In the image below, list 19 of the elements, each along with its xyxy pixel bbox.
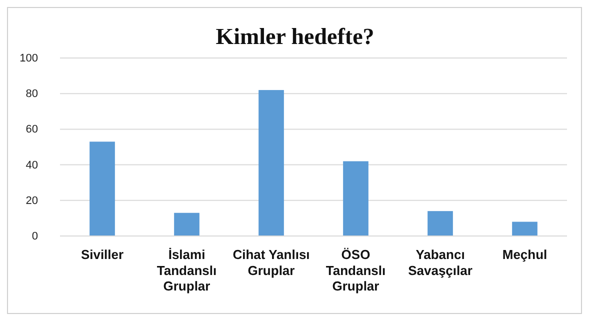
y-tick-label: 60 (26, 124, 38, 136)
x-tick-label: Meçhul (502, 247, 548, 262)
bar (512, 222, 538, 236)
x-tick-label: Yabancı Savaşçılar (408, 247, 472, 278)
x-tick-label: Cihat Yanlısı Gruplar (232, 247, 310, 278)
bar (174, 212, 200, 236)
y-tick-label: 0 (32, 230, 38, 243)
y-tick-label: 80 (26, 88, 38, 100)
bar (90, 142, 115, 236)
y-tick-label: 20 (26, 194, 38, 207)
y-tick-label: 40 (26, 159, 38, 172)
bar (428, 211, 453, 236)
chart-title: Kimler hedefte? (216, 24, 374, 49)
bar (343, 161, 368, 236)
x-tick-label: İslami Tandanslı Gruplar (156, 247, 217, 294)
y-tick-label: 100 (20, 52, 38, 65)
x-tick-label: ÖSO Tandanslı Gruplar (326, 247, 386, 294)
x-tick-label: Siviller (80, 247, 124, 262)
bar (258, 90, 284, 236)
